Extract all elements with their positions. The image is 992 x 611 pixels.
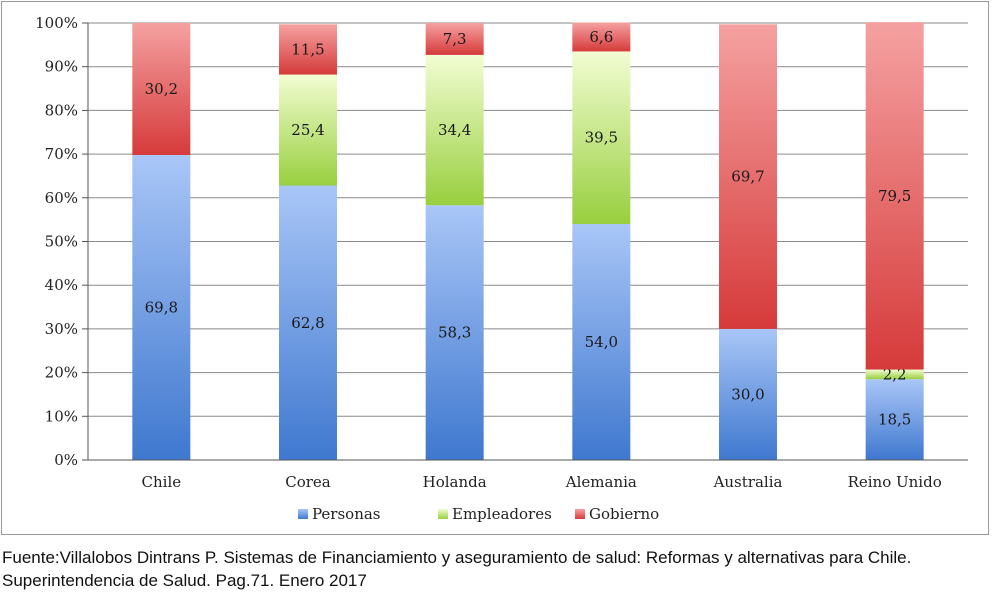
bars: 69,8 30,2 62,8 25,4 11,5 58,3 34,4 7,3 54,0 39,5 6… xyxy=(132,22,924,460)
y-tick-label: 10% xyxy=(45,407,78,425)
data-label: 18,5 xyxy=(878,411,911,429)
y-axis: 0% 10% 20% 30% 40% 50% 60% 70% 80% 90% 100% xyxy=(35,14,89,469)
bar-segment-empleadores xyxy=(279,74,337,186)
data-label: 69,7 xyxy=(731,168,764,186)
bar-segment-personas xyxy=(719,328,777,460)
data-label: 6,6 xyxy=(589,28,613,46)
y-tick-label: 60% xyxy=(45,189,78,207)
data-label: 58,3 xyxy=(438,324,471,342)
data-label: 62,8 xyxy=(291,314,324,332)
x-category-label: Corea xyxy=(285,473,331,491)
bar-segment-personas xyxy=(279,185,337,460)
data-label: 7,3 xyxy=(443,30,467,48)
data-label: 30,0 xyxy=(731,385,764,403)
y-tick-label: 0% xyxy=(54,451,78,469)
y-tick-label: 90% xyxy=(45,58,78,76)
y-tick-label: 70% xyxy=(45,145,78,163)
y-tick-label: 50% xyxy=(45,233,78,251)
legend-label: Gobierno xyxy=(589,505,659,523)
legend-swatch-empleadores xyxy=(438,509,448,519)
bar-segment-gobierno xyxy=(425,23,484,55)
data-label: 54,0 xyxy=(585,333,618,351)
bar-segment-gobierno xyxy=(865,22,924,370)
bar-segment-gobierno xyxy=(132,23,191,155)
y-tick-label: 80% xyxy=(45,101,78,119)
x-axis: Chile Corea Holanda Alemania Australia Reino … xyxy=(88,459,968,491)
bar-segment-gobierno xyxy=(719,24,777,329)
bar-segment-personas xyxy=(572,224,631,460)
y-tick-label: 20% xyxy=(45,364,78,382)
stacked-bar-chart: 0% 10% 20% 30% 40% 50% 60% 70% 80% 90% 100% 69,8 30… xyxy=(35,14,968,523)
bar-segment-personas xyxy=(865,379,924,460)
x-category-label: Chile xyxy=(142,473,182,491)
bar-segment-gobierno xyxy=(279,24,337,75)
x-category-label: Reino Unido xyxy=(848,473,942,491)
y-tick-label: 100% xyxy=(35,14,78,32)
bar-segment-empleadores xyxy=(425,54,484,206)
x-category-label: Holanda xyxy=(423,473,487,491)
source-note: Fuente:Villalobos Dintrans P. Sistemas d… xyxy=(2,548,912,590)
data-label: 30,2 xyxy=(145,80,178,98)
data-label: 11,5 xyxy=(291,40,324,58)
data-label: 25,4 xyxy=(291,121,324,139)
legend-label: Empleadores xyxy=(452,505,552,523)
bar-segment-personas xyxy=(425,205,484,460)
chart-frame: 0% 10% 20% 30% 40% 50% 60% 70% 80% 90% 100% 69,8 30… xyxy=(1,1,989,535)
y-tick-label: 30% xyxy=(45,320,78,338)
legend: Personas Empleadores Gobierno xyxy=(298,505,659,523)
x-category-label: Australia xyxy=(713,473,783,491)
data-label: 34,4 xyxy=(438,121,471,139)
data-label: 39,5 xyxy=(585,129,618,147)
gridlines xyxy=(88,22,968,461)
legend-label: Personas xyxy=(312,505,381,523)
data-label: 2,2 xyxy=(883,365,907,383)
bar-segment-empleadores xyxy=(865,369,924,380)
x-category-label: Alemania xyxy=(565,473,637,491)
legend-swatch-gobierno xyxy=(575,509,585,519)
legend-swatch-personas xyxy=(298,509,308,519)
bar-segment-empleadores xyxy=(572,51,631,225)
y-tick-label: 40% xyxy=(45,276,78,294)
bar-segment-gobierno xyxy=(572,22,631,52)
bar-segment-personas xyxy=(132,154,191,460)
data-label: 69,8 xyxy=(145,298,178,316)
data-label: 79,5 xyxy=(878,187,911,205)
